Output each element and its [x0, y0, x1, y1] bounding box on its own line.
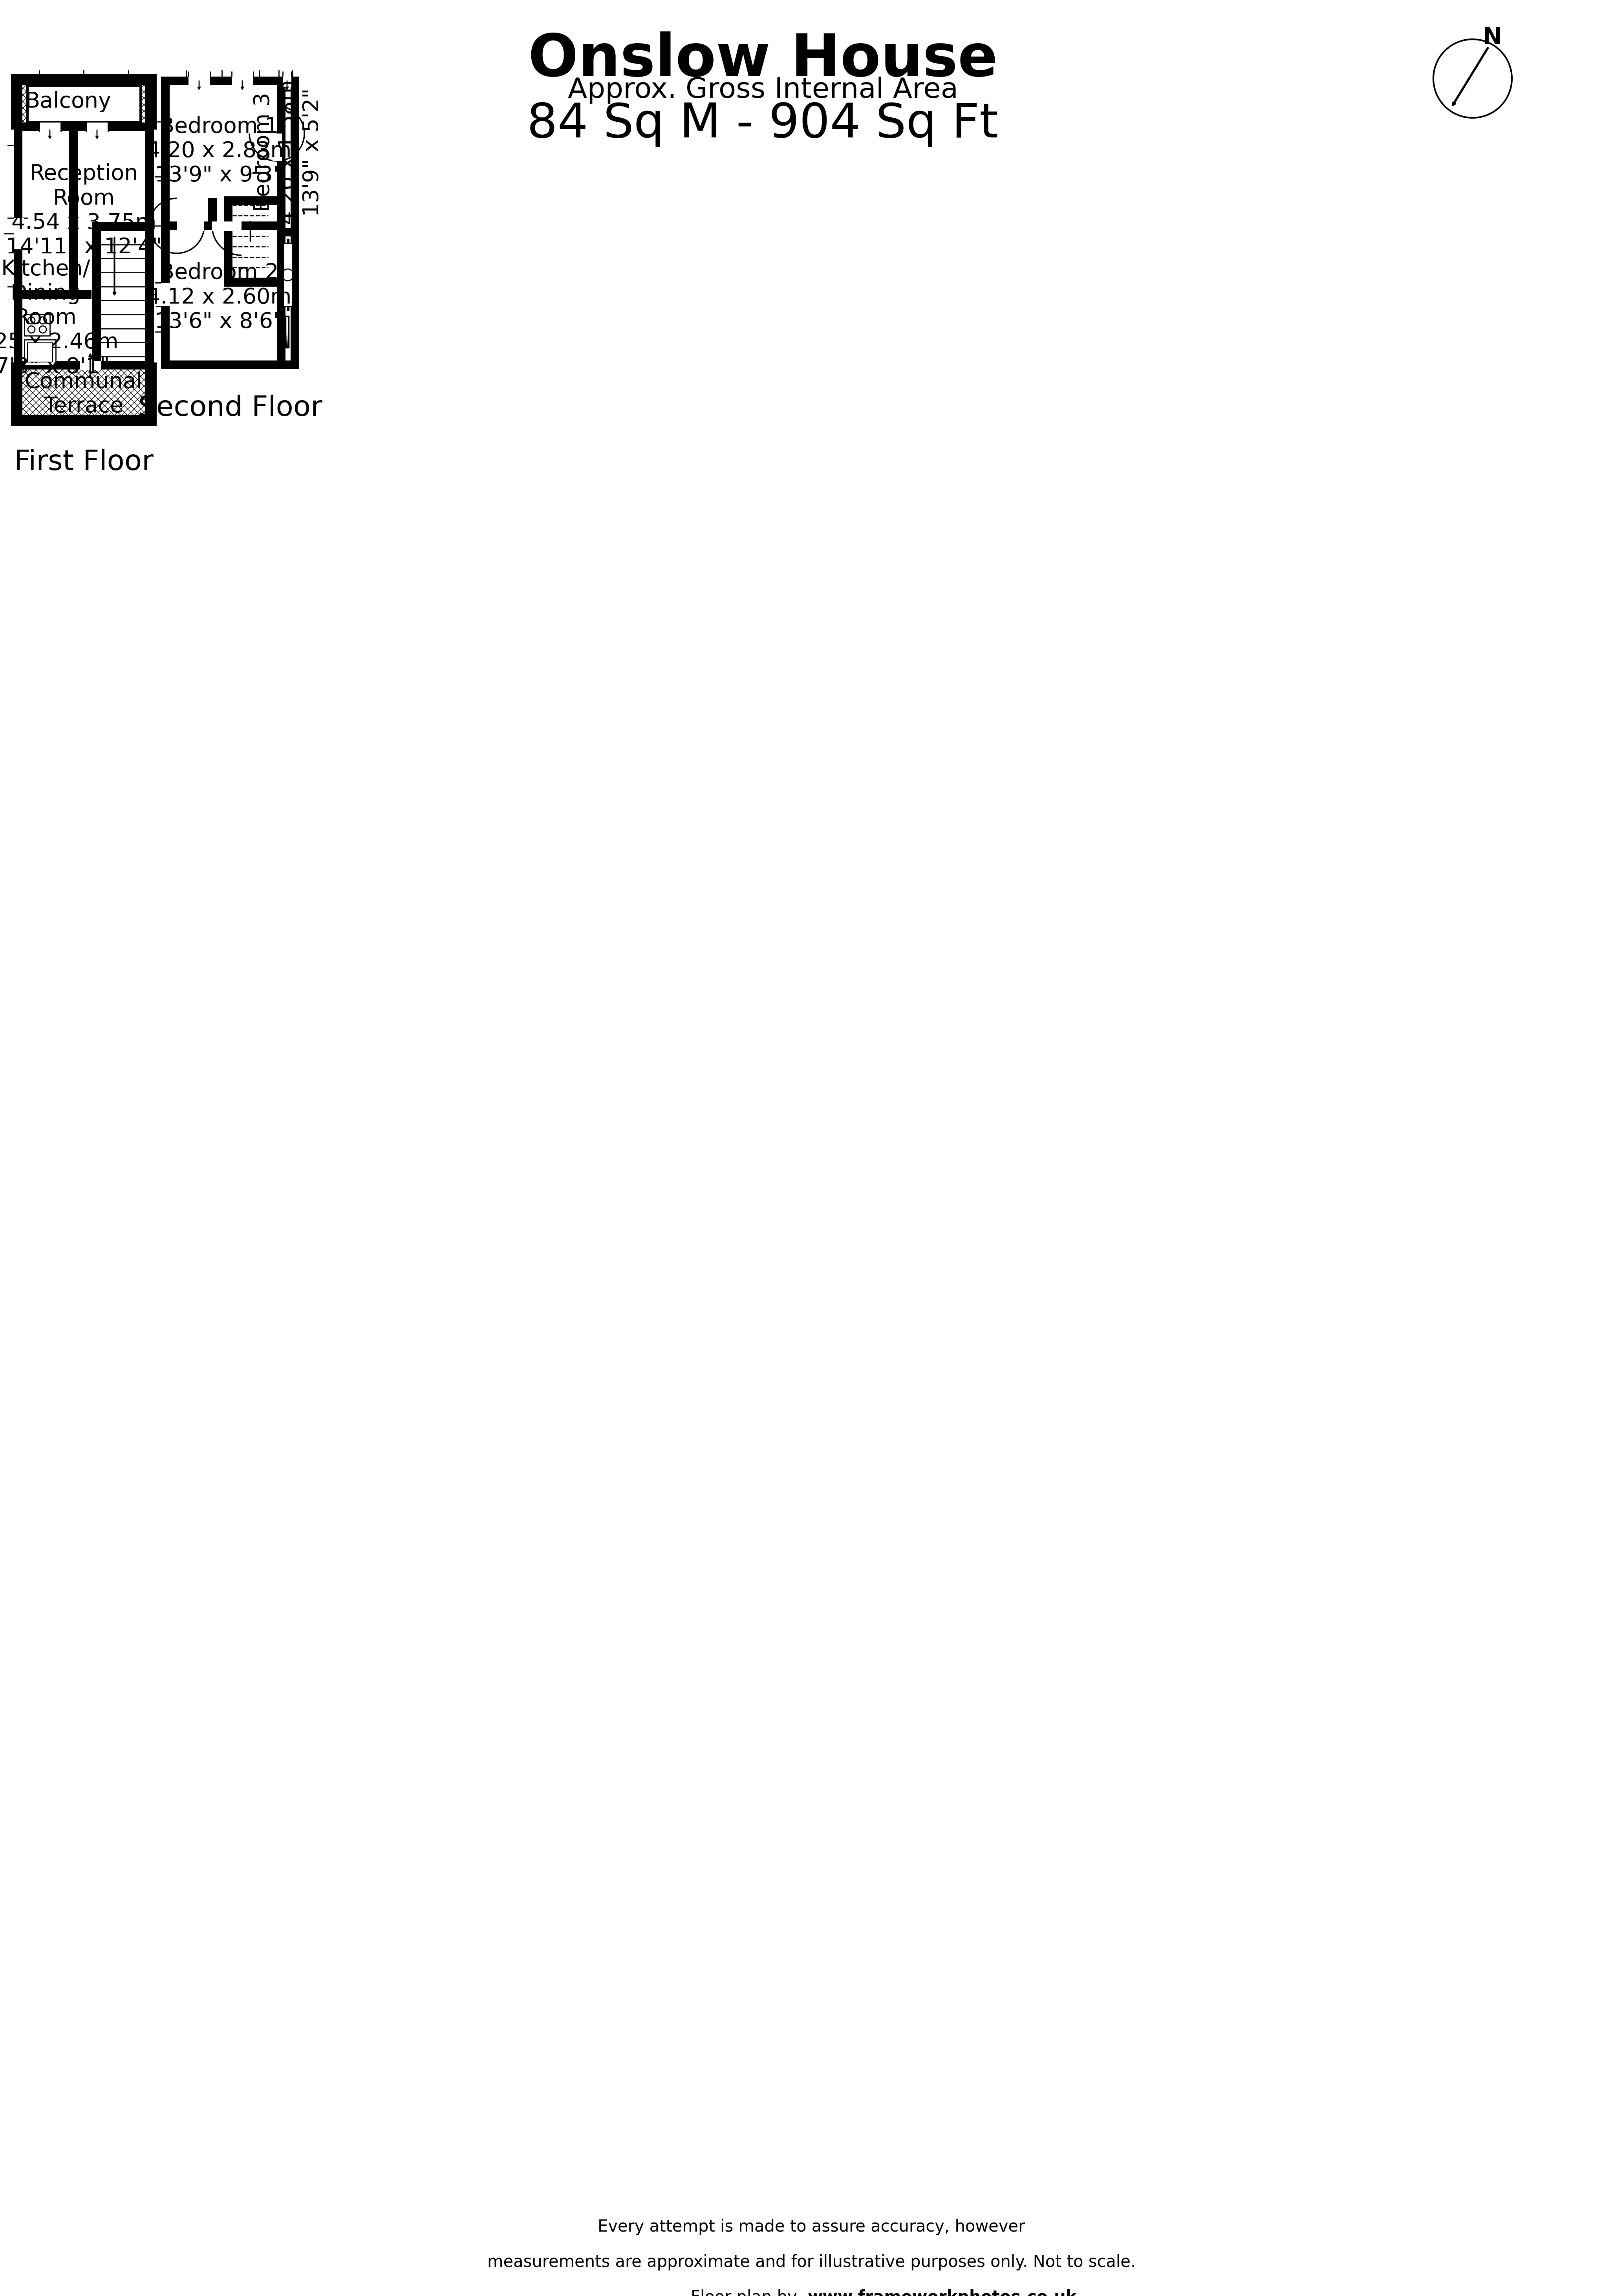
Bar	[177, 220, 204, 232]
Bar	[232, 76, 253, 87]
Bar	[278, 227, 299, 236]
Text: Bedroom 1
4.20 x 2.83m
13'9" x 9'3": Bedroom 1 4.20 x 2.83m 13'9" x 9'3"	[146, 117, 292, 186]
Bar	[224, 278, 278, 287]
Bar	[13, 289, 91, 298]
Text: Bedroom 2
4.12 x 2.60m
13'6" x 8'6": Bedroom 2 4.12 x 2.60m 13'6" x 8'6"	[146, 262, 292, 333]
Text: Balcony: Balcony	[24, 92, 112, 113]
Bar	[28, 85, 141, 122]
Bar	[13, 365, 23, 422]
Bar	[93, 223, 101, 365]
Bar	[282, 76, 292, 87]
Bar	[188, 76, 209, 87]
Bar	[13, 218, 24, 250]
Bar	[146, 76, 154, 422]
Text: N: N	[1483, 25, 1501, 48]
Text: measurements are approximate and for illustrative purposes only. Not to scale.: measurements are approximate and for ill…	[487, 2255, 1136, 2271]
Bar	[286, 317, 289, 347]
Text: www.frameworkphotos.co.uk: www.frameworkphotos.co.uk	[808, 2289, 1076, 2296]
Bar	[208, 197, 217, 225]
Text: First Floor: First Floor	[15, 448, 154, 475]
Bar	[161, 76, 299, 85]
Bar	[24, 315, 50, 335]
Bar	[278, 76, 286, 370]
Text: Second Floor: Second Floor	[138, 395, 323, 422]
Text: Approx. Gross Internal Area: Approx. Gross Internal Area	[568, 76, 958, 103]
Bar	[13, 76, 154, 126]
Bar	[146, 126, 154, 365]
Bar	[161, 76, 170, 370]
Bar	[161, 360, 299, 370]
Bar	[161, 220, 286, 230]
Bar	[93, 223, 154, 230]
Text: Bedroom 3
4.20 x 1.58m
13'9" x 5'2": Bedroom 3 4.20 x 1.58m 13'9" x 5'2"	[253, 80, 323, 225]
Text: Kitchen/
Dining
Room
5.25 x 2.46m
17'3" x 8'1": Kitchen/ Dining Room 5.25 x 2.46m 17'3" …	[0, 259, 118, 377]
Text: Every attempt is made to assure accuracy, however: Every attempt is made to assure accuracy…	[597, 2218, 1026, 2234]
Bar	[70, 126, 78, 294]
Bar	[224, 197, 278, 204]
Bar	[39, 122, 62, 131]
Bar	[13, 416, 154, 422]
Bar	[28, 342, 52, 363]
Bar	[284, 243, 292, 305]
Bar	[161, 282, 172, 305]
Text: Reception
Room
4.54 x 3.75m
14'11" x 12'4": Reception Room 4.54 x 3.75m 14'11" x 12'…	[6, 163, 162, 257]
Bar	[13, 360, 154, 370]
Bar	[80, 360, 101, 370]
Text: Floor plan by: Floor plan by	[691, 2289, 808, 2296]
Text: Communal
Terrace: Communal Terrace	[24, 372, 143, 418]
Bar	[146, 365, 154, 422]
Text: 84 Sq M - 904 Sq Ft: 84 Sq M - 904 Sq Ft	[527, 101, 998, 147]
Bar	[273, 133, 282, 161]
Bar	[291, 76, 299, 370]
Bar	[13, 76, 23, 422]
Bar	[13, 416, 154, 422]
Bar	[224, 197, 232, 287]
Bar	[13, 126, 23, 365]
Bar	[13, 122, 154, 131]
Bar	[213, 220, 242, 232]
Text: Onslow House: Onslow House	[527, 32, 998, 87]
Bar	[24, 340, 55, 365]
Bar	[86, 122, 109, 131]
Bar	[13, 76, 154, 85]
Bar	[13, 365, 154, 422]
